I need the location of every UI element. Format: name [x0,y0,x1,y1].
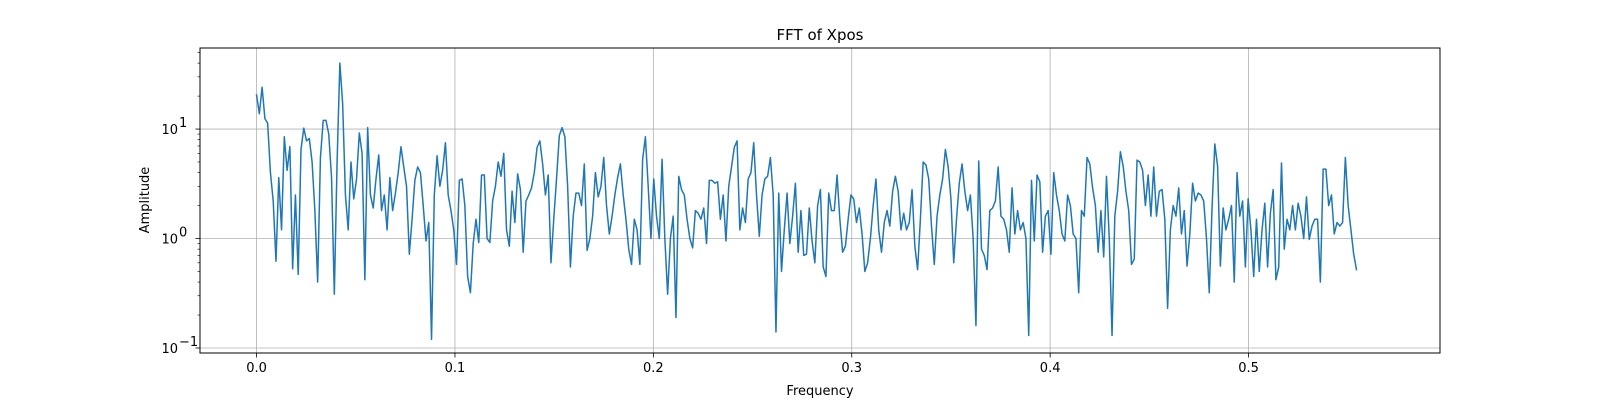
y-tick-exponent: −1 [179,335,198,350]
x-tick-label: 0.5 [1238,361,1259,376]
x-tick-label: 0.0 [246,361,267,376]
y-tick-label: 10 [161,123,178,138]
series-line-0 [255,62,1358,341]
plot-area [255,62,1358,341]
y-axis-label: Amplitude [138,167,153,234]
x-tick-label: 0.2 [643,361,664,376]
chart-title: FFT of Xpos [777,26,864,44]
plot-frame [199,47,1441,354]
x-tick-label: 0.4 [1040,361,1061,376]
x-tick-label: 0.1 [445,361,466,376]
x-tick-label: 0.3 [841,361,862,376]
y-tick-exponent: 0 [179,226,187,241]
y-tick-label: 10 [161,233,178,248]
y-tick-label: 10 [161,342,178,357]
y-tick-exponent: 1 [179,116,187,131]
x-axis-label: Frequency [786,384,853,399]
